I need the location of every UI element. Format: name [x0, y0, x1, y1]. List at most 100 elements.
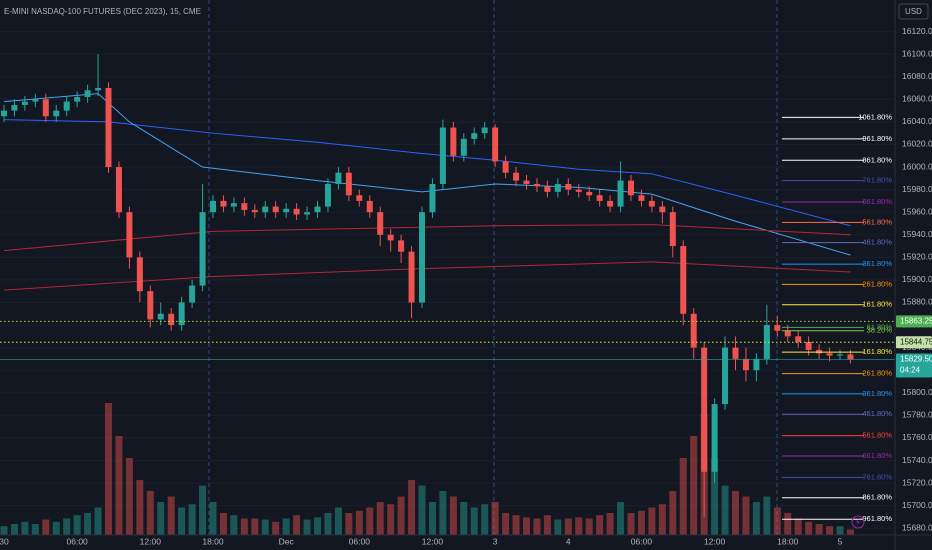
volume-bar [387, 504, 395, 535]
volume-bar [805, 521, 813, 535]
volume-bar [115, 436, 123, 535]
fib-label: 461.80% [862, 238, 892, 247]
volume-bar [846, 529, 854, 535]
volume-bar [261, 519, 269, 535]
volume-bar [711, 458, 719, 535]
volume-bar [52, 521, 60, 535]
candle-body [136, 257, 143, 292]
y-tick-label: 16080.00 [902, 71, 932, 81]
alert-icon[interactable] [851, 515, 865, 529]
candle-body [638, 195, 645, 201]
fib-label: 861.80% [862, 155, 892, 164]
volume-bar [282, 518, 290, 535]
y-tick-label: 15680.00 [902, 522, 932, 532]
candle-body [126, 212, 133, 258]
candle-body [293, 208, 300, 215]
candle-body [492, 127, 499, 162]
volume-bar [481, 504, 489, 535]
y-tick-label: 15760.00 [902, 432, 932, 442]
plot-area: 1061.80% 961.80% 861.80% 761.80% 661.80% 561.… [0, 0, 895, 535]
volume-bar [230, 515, 238, 535]
candle-body [554, 183, 561, 192]
volume-bar [303, 519, 311, 535]
candle-body [1, 110, 7, 117]
candle-body [628, 180, 634, 196]
candle-body [324, 183, 331, 207]
volume-bar [512, 515, 520, 535]
x-tick-label: 06:00 [349, 536, 371, 546]
volume-bar [585, 518, 593, 535]
x-tick-label: 30 [0, 536, 9, 546]
volume-bar [219, 513, 227, 535]
candle-body [795, 336, 802, 342]
y-tick-label: 15720.00 [902, 477, 932, 487]
volume-bar [596, 515, 604, 535]
fib-label: 261.80% [862, 369, 892, 378]
price-tag-label: 15829.50 [900, 355, 932, 364]
volume-bar [648, 507, 656, 535]
candle-body [21, 101, 28, 105]
moving-average [3, 119, 851, 227]
candle-body [544, 186, 551, 192]
volume-bar [752, 502, 760, 535]
y-tick-label: 16060.00 [902, 94, 932, 104]
volume-bar [125, 458, 133, 535]
candle-body [272, 206, 279, 213]
x-tick-label: 12:00 [704, 536, 726, 546]
fib-label: 961.80% [862, 514, 892, 523]
candle-body [157, 313, 164, 320]
candle-body [419, 212, 425, 303]
y-tick-label: 15940.00 [902, 229, 932, 239]
fib-label: 561.80% [862, 431, 892, 440]
candle-body [690, 313, 697, 348]
currency: USD [905, 7, 922, 16]
candle-body [805, 341, 812, 350]
candle-body [586, 191, 593, 196]
candle-body [241, 203, 248, 210]
volume-bar [397, 496, 405, 535]
candle-body [377, 212, 384, 235]
price-axis [895, 0, 932, 550]
volume-bar [355, 510, 363, 535]
volume-bar [470, 507, 478, 535]
candle-body [345, 172, 352, 196]
candle-body [84, 90, 91, 98]
candle-body [398, 240, 405, 252]
candle-body [826, 353, 833, 356]
volume-bar [63, 518, 71, 535]
x-tick-label: 5 [838, 536, 843, 546]
candle-body [565, 183, 572, 190]
volume-bar [84, 513, 92, 535]
candle-body [314, 206, 321, 213]
candle-body [648, 200, 655, 207]
currency-box[interactable] [898, 3, 929, 20]
fib-label: 861.80% [862, 493, 892, 502]
candle-body [617, 180, 624, 207]
candle-body [366, 200, 373, 213]
volume-bar [836, 526, 844, 535]
volume-bar [543, 515, 551, 535]
candle-body [11, 104, 18, 111]
candle-body [481, 127, 488, 134]
volume-bar [73, 515, 81, 535]
volume-bar [272, 521, 280, 535]
candle-body [74, 97, 81, 102]
volume-bar [554, 519, 562, 535]
candle-body [105, 88, 112, 168]
volume-bar [167, 496, 175, 535]
candle-body [680, 246, 687, 314]
x-tick-label: 12:00 [422, 536, 444, 546]
volume-bar [178, 507, 186, 535]
fib-label: 561.80% [862, 217, 892, 226]
volume-bar [742, 496, 750, 535]
candle-body [711, 404, 718, 472]
fib-label: 38.20% [867, 326, 893, 335]
chart-title: E-MINI NASDAQ-100 FUTURES (DEC 2023), 15… [4, 7, 201, 16]
candle-body [283, 208, 290, 213]
candle-body [513, 172, 520, 181]
x-tick-label: 18:00 [777, 536, 799, 546]
volume-bar [10, 524, 18, 535]
volume-bar [564, 518, 572, 535]
fib-label: 661.80% [862, 197, 892, 206]
